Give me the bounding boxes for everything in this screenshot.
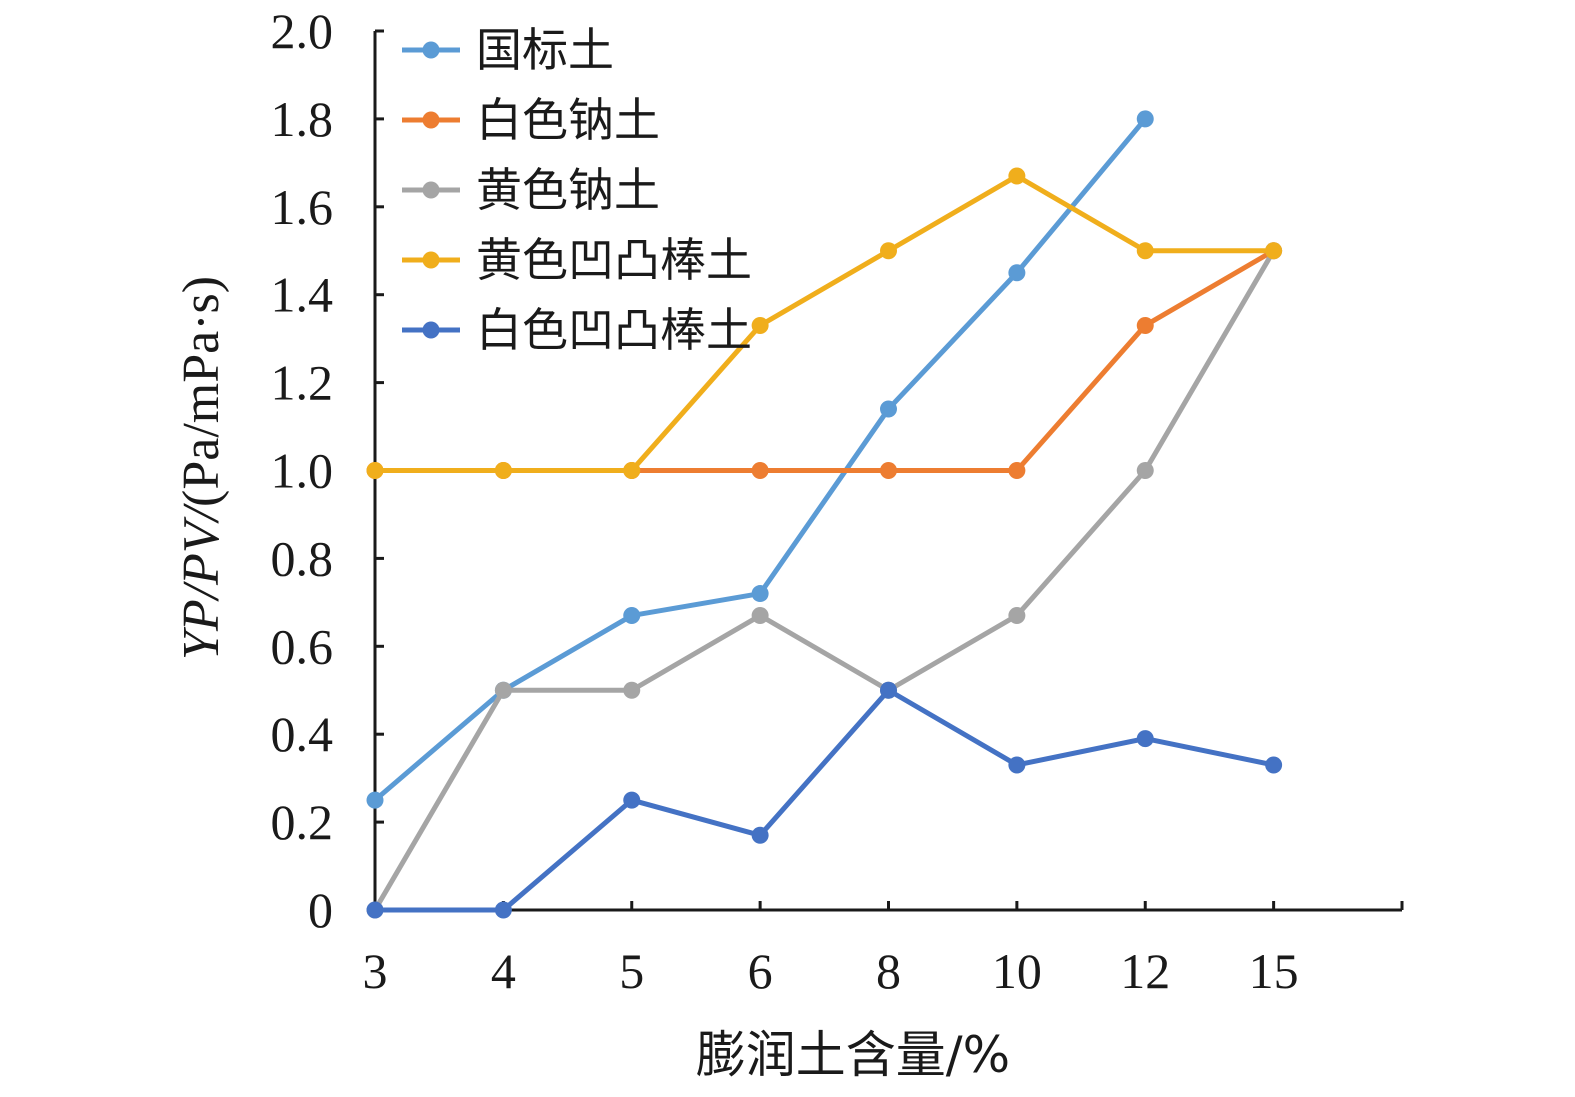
series-point — [751, 607, 769, 625]
legend-item: 白色钠土 — [402, 93, 660, 147]
legend-swatch-marker — [422, 41, 440, 59]
series-point — [623, 607, 641, 625]
series-point — [1008, 756, 1026, 774]
series-point — [880, 462, 897, 479]
x-tick-label: 12 — [1120, 943, 1170, 999]
legend-label: 国标土 — [476, 23, 614, 77]
legend-item: 黄色凹凸棒土 — [402, 233, 752, 287]
series-point — [1008, 462, 1026, 479]
x-tick-label: 3 — [363, 943, 388, 999]
series-point — [494, 901, 512, 919]
y-tick-label: 1.8 — [271, 91, 334, 147]
series-line — [372, 173, 1277, 473]
series-line — [372, 248, 1277, 913]
series-layer — [366, 110, 1283, 919]
legend-label: 白色钠土 — [476, 93, 660, 147]
series-5 — [366, 681, 1283, 919]
series-point — [751, 826, 769, 844]
series-point — [880, 400, 897, 418]
y-tick-label: 0.2 — [271, 794, 334, 850]
x-tick-label: 6 — [748, 943, 773, 999]
legend-item: 白色凹凸棒土 — [402, 303, 752, 357]
y-axis-title: YP/PV/(Pa/mPa·s) — [173, 276, 230, 660]
series-point — [623, 791, 641, 809]
x-tick-label: 4 — [491, 943, 516, 999]
series-point — [1136, 242, 1154, 260]
series-point — [751, 462, 769, 479]
series-point — [494, 462, 512, 479]
series-4 — [366, 167, 1283, 479]
y-axis-title-italic: YP/PV/ — [173, 502, 230, 660]
series-line — [372, 687, 1277, 913]
y-tick-label: 1.4 — [271, 267, 334, 323]
series-point — [366, 901, 384, 919]
y-tick-label: 0.4 — [271, 706, 334, 762]
series-point — [1136, 316, 1154, 334]
y-ticks: 0 0.2 0.4 0.6 0.8 1.0 1.2 1.4 1.6 1.8 2.0 — [271, 3, 384, 938]
series-point — [366, 462, 384, 479]
x-tick-label: 8 — [876, 943, 901, 999]
legend-item: 黄色钠土 — [402, 163, 660, 217]
legend-swatch-marker — [422, 251, 440, 269]
y-tick-label: 1.0 — [271, 443, 334, 499]
y-tick-label: 0 — [308, 882, 333, 938]
series-point — [366, 791, 384, 809]
legend-label: 白色凹凸棒土 — [476, 303, 752, 357]
series-point — [1136, 110, 1154, 128]
legend-item: 国标土 — [402, 23, 614, 77]
legend-label: 黄色钠土 — [476, 163, 660, 217]
legend-label: 黄色凹凸棒土 — [476, 233, 752, 287]
y-tick-label: 2.0 — [271, 3, 334, 59]
y-tick-label: 1.2 — [271, 355, 334, 411]
series-point — [1265, 242, 1283, 260]
series-point — [1136, 462, 1154, 479]
x-ticks: 3 4 5 6 8 10 12 15 — [363, 901, 1404, 999]
x-tick-label: 10 — [992, 943, 1042, 999]
series-point — [494, 681, 512, 699]
series-point — [1265, 756, 1283, 774]
x-tick-label: 15 — [1249, 943, 1299, 999]
series-point — [751, 316, 769, 334]
series-point — [751, 585, 769, 603]
y-tick-label: 0.8 — [271, 530, 334, 586]
series-point — [623, 681, 641, 699]
series-point — [1008, 167, 1026, 185]
legend-swatch-marker — [422, 181, 440, 199]
y-tick-label: 0.6 — [271, 618, 334, 674]
legend-swatch-marker — [422, 321, 440, 339]
series-point — [1136, 730, 1154, 748]
legend-swatch-marker — [422, 111, 440, 129]
series-point — [1008, 264, 1026, 282]
series-point — [1008, 607, 1026, 625]
series-point — [623, 462, 641, 479]
x-axis-title: 膨润土含量/% — [696, 1026, 1010, 1084]
y-tick-label: 1.6 — [271, 179, 334, 235]
y-axis-title-unit: (Pa/mPa·s) — [173, 276, 230, 507]
series-point — [880, 242, 897, 260]
x-tick-label: 5 — [619, 943, 644, 999]
series-point — [880, 681, 897, 699]
